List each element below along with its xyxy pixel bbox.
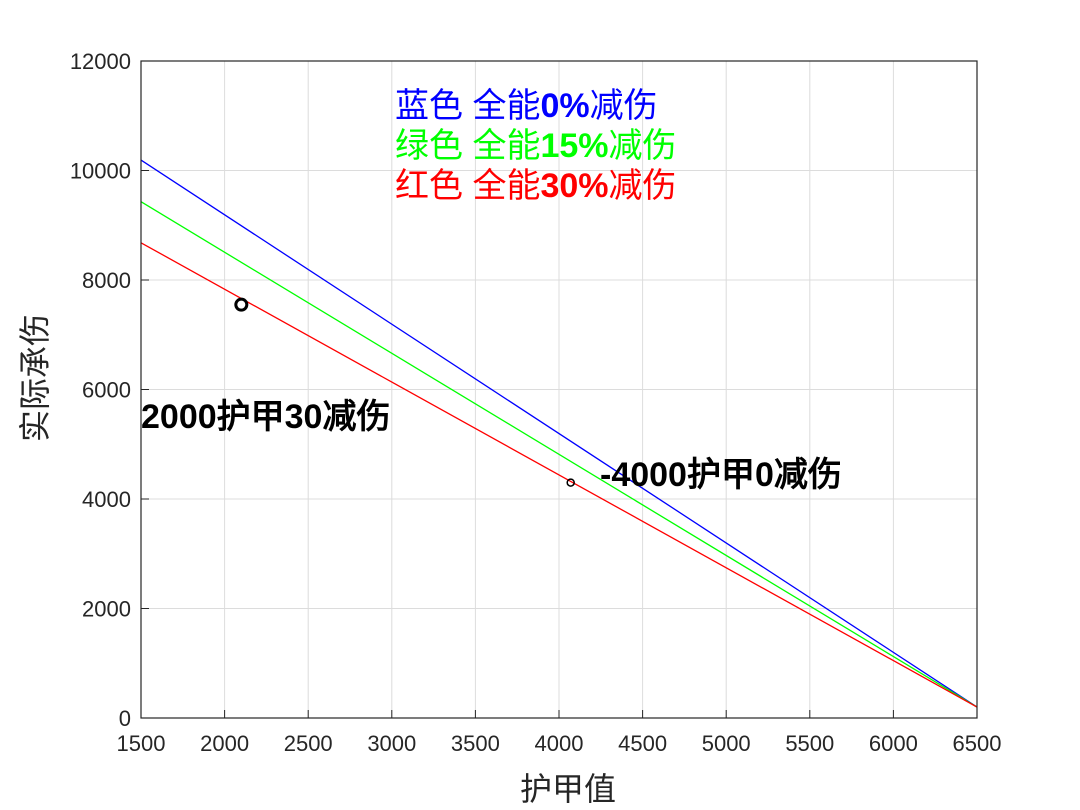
x-tick-label: 5500 [785,731,834,756]
x-tick-label: 6000 [869,731,918,756]
y-axis-label: 实际承伤 [16,314,54,442]
x-tick-label: 5000 [702,731,751,756]
x-tick-label: 6500 [953,731,1002,756]
x-tick-label: 3000 [367,731,416,756]
legend-entry-2: 红色 全能30%减伤 [395,167,677,205]
x-tick-label: 1500 [117,731,166,756]
y-tick-label: 12000 [70,49,131,74]
y-tick-label: 0 [119,706,131,731]
series-line-2 [140,242,978,708]
legend-entry-value: 15% [540,127,608,165]
legend-entry-prefix: 蓝色 全能 [395,87,540,125]
legend-entry-prefix: 红色 全能 [395,167,540,205]
legend-entry-0: 蓝色 全能0%减伤 [395,87,658,125]
y-tick-label: 2000 [82,597,131,622]
annotation-4000-armor: -4000护甲0减伤 [600,456,842,494]
legend-entry-1: 绿色 全能15%减伤 [395,127,677,165]
series-line-0 [140,159,978,708]
legend-entry-suffix: 减伤 [609,127,677,165]
marker-circle-0 [234,297,249,312]
series-lines [140,159,978,708]
y-tick-label: 6000 [82,378,131,403]
legend-entry-value: 0% [540,87,589,125]
legend-entry-prefix: 绿色 全能 [395,127,540,165]
x-tick-label: 3500 [451,731,500,756]
legend-entry-suffix: 减伤 [590,87,658,125]
x-tick-label: 2000 [200,731,249,756]
markers [234,297,575,487]
y-tick-label: 8000 [82,268,131,293]
legend-entry-value: 30% [540,167,608,205]
y-tick-label: 10000 [70,159,131,184]
x-tick-label: 4500 [618,731,667,756]
x-tick-label: 2500 [284,731,333,756]
marker-circle-1 [566,478,575,487]
x-tick-label: 4000 [535,731,584,756]
y-tick-label: 4000 [82,487,131,512]
x-axis-label: 护甲值 [520,770,616,808]
ticks: 1500 2000 2500 3000 3500 4000 4500 5000 5500 6000… [70,49,1002,756]
series-line-1 [140,201,978,708]
annotation-2000-armor: 2000护甲30减伤 [141,398,390,436]
legend-entry-suffix: 减伤 [609,167,677,205]
